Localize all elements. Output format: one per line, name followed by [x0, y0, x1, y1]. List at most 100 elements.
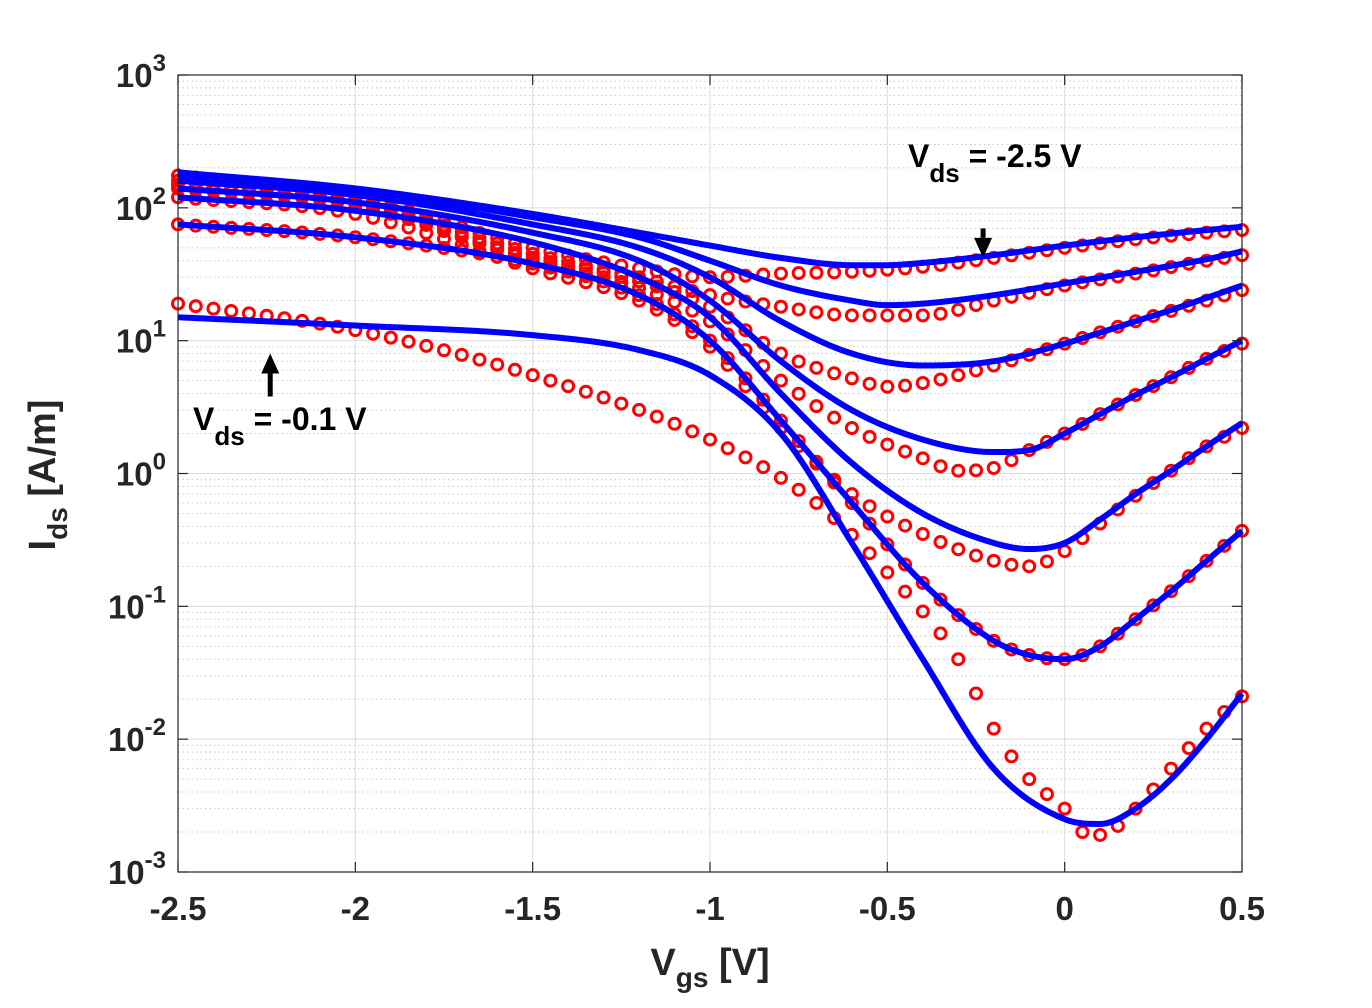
y-tick-label: 10-1 [108, 581, 166, 625]
measured-point [720, 269, 735, 284]
measured-point [809, 265, 824, 280]
x-tick-label: 0.5 [1219, 890, 1265, 927]
measured-point [685, 319, 700, 334]
measured-point [809, 495, 824, 510]
annotation-arrow-head [974, 237, 993, 258]
measured-point [844, 421, 859, 436]
measured-point [862, 546, 877, 561]
annotation-vds-low-rest: = -0.1 V [245, 401, 368, 437]
measured-point [933, 626, 948, 641]
measured-point [880, 565, 895, 580]
measured-point [915, 575, 930, 590]
measured-point [720, 441, 735, 456]
measured-point [614, 396, 629, 411]
measured-point [543, 251, 558, 266]
annotation-vds-high-sub: ds [929, 158, 959, 188]
measured-point [1181, 741, 1196, 756]
measured-point [507, 241, 522, 256]
measured-point [809, 360, 824, 375]
measured-point [1075, 825, 1090, 840]
measured-point [738, 450, 753, 465]
measured-point [685, 424, 700, 439]
measured-point [738, 371, 753, 386]
measured-point [649, 287, 664, 302]
measured-point [880, 537, 895, 552]
y-tick-label: 10-2 [108, 714, 166, 758]
x-tick-label: -2 [341, 890, 370, 927]
measured-point [915, 308, 930, 323]
measured-point [632, 402, 647, 417]
measured-point [827, 366, 842, 381]
annotation-vds-high: Vds = -2.5 V [908, 138, 1082, 188]
x-tick-label: 0 [1055, 890, 1073, 927]
annotation-vds-high-main: V [908, 138, 930, 174]
measured-point [596, 390, 611, 405]
measured-point [880, 437, 895, 452]
model-line [177, 194, 1244, 553]
measured-point [773, 413, 788, 428]
y-ticks: 10-3 10-2 10-1 100 101 102 103 [108, 50, 1242, 891]
measured-point [969, 548, 983, 563]
measured-point [188, 299, 203, 314]
measured-point [880, 308, 895, 323]
measured-point [756, 460, 771, 475]
measured-point [844, 495, 859, 510]
measured-point [1039, 787, 1054, 802]
measured-point [773, 470, 788, 485]
measured-point [915, 527, 930, 542]
measured-point [703, 432, 717, 447]
measured-point [844, 308, 859, 323]
measured-point [951, 652, 966, 667]
measured-point [969, 621, 983, 636]
measured-point [578, 258, 593, 273]
measured-point [933, 372, 948, 387]
x-axis-label-sub: gs [676, 962, 709, 993]
measured-point [490, 357, 505, 372]
measured-point [543, 373, 558, 388]
measured-point [986, 553, 1001, 568]
measured-point [809, 305, 824, 320]
measured-point [1199, 553, 1214, 568]
measured-point [1004, 749, 1019, 764]
measured-point [1164, 761, 1179, 776]
measured-point [951, 463, 966, 478]
measured-point [720, 351, 735, 366]
measured-point [880, 379, 895, 394]
measured-point [862, 376, 877, 391]
measured-point [1039, 554, 1054, 569]
measured-point [898, 308, 913, 323]
measured-point [756, 392, 771, 407]
measured-point [862, 308, 877, 323]
x-tick-label: -0.5 [859, 890, 916, 927]
measured-point [791, 354, 806, 369]
measured-point [454, 347, 469, 362]
measured-point [1022, 559, 1037, 574]
measured-point [986, 461, 1001, 475]
measured-point [738, 323, 753, 338]
measured-point [844, 371, 859, 386]
y-axis-label-unit: [A/m] [22, 400, 64, 508]
x-axis-label-unit: [V] [708, 942, 769, 984]
measured-point [383, 330, 398, 345]
measured-point [791, 266, 806, 281]
measured-point [969, 463, 983, 478]
annotation-vds-low: Vds = -0.1 V [193, 401, 367, 451]
y-tick-label: 100 [116, 449, 166, 493]
measured-point [951, 368, 966, 383]
y-tick-label: 103 [116, 50, 166, 94]
measured-point [720, 327, 735, 342]
measured-point [224, 304, 239, 319]
measured-point [791, 482, 806, 497]
measured-point [561, 255, 576, 270]
measured-point [1004, 557, 1019, 572]
annotation-vds-low-sub: ds [214, 421, 244, 451]
measured-point [1164, 584, 1179, 599]
measured-point [1199, 439, 1214, 454]
x-axis-label: Vgs [V] [650, 942, 769, 993]
measured-point [862, 516, 877, 531]
measured-point [525, 246, 540, 261]
measured-point [1164, 463, 1179, 478]
measured-point [898, 557, 913, 572]
measured-point [1093, 827, 1108, 842]
